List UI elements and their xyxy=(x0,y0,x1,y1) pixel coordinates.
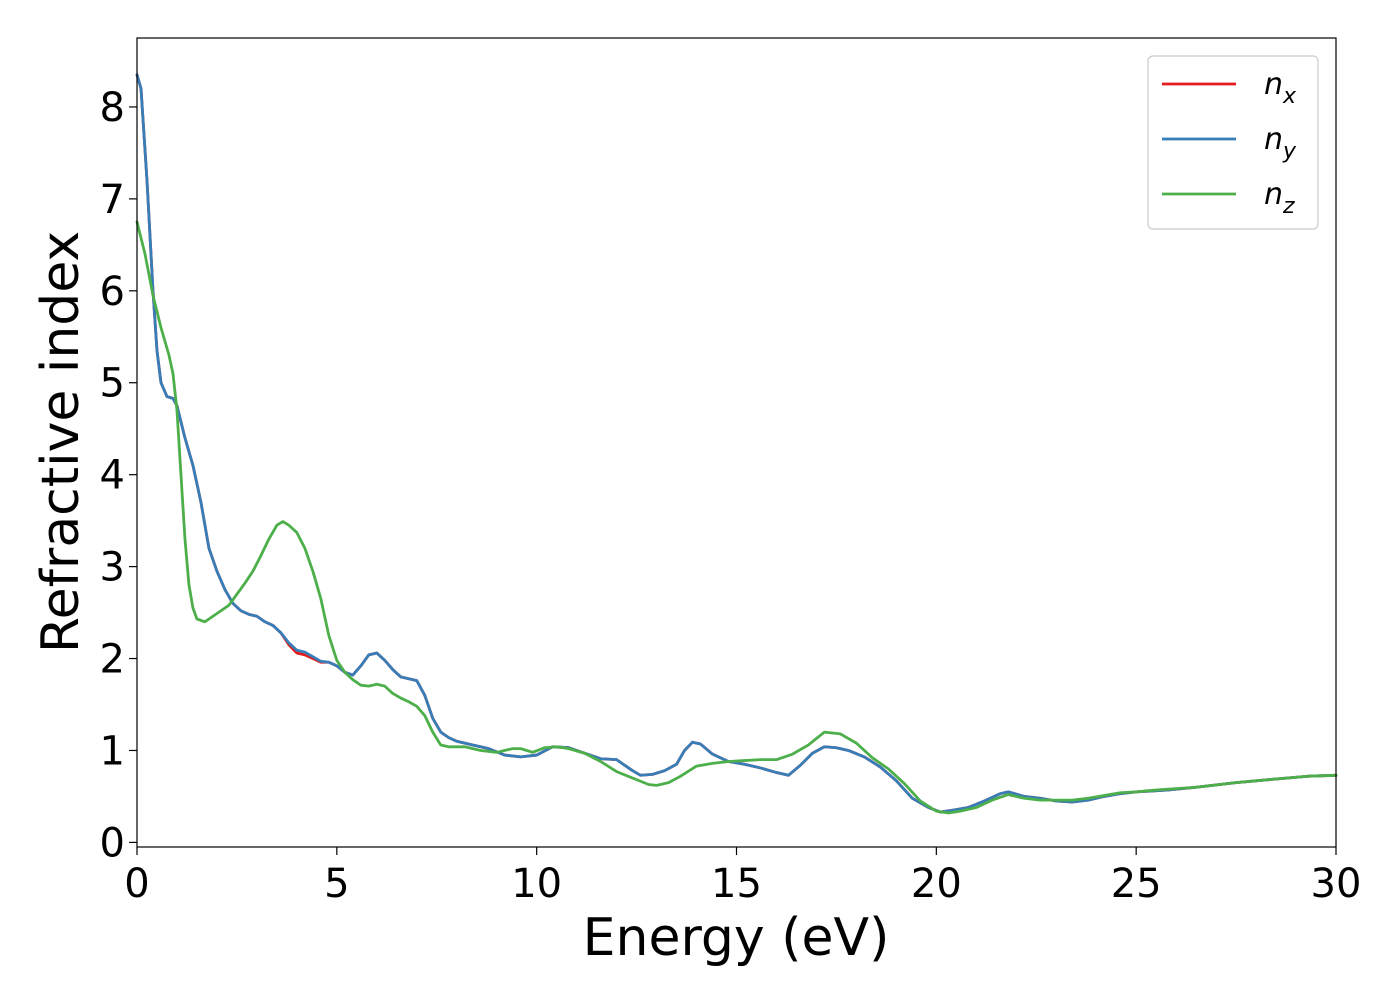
x-tick-label: 0 xyxy=(124,861,149,907)
legend: nx ny nz xyxy=(1147,55,1319,230)
legend-label-nz: nz xyxy=(1264,177,1295,219)
y-tick-label: 3 xyxy=(100,545,125,591)
x-tick-label: 5 xyxy=(324,861,349,907)
x-tick-label: 10 xyxy=(511,861,562,907)
y-tick-label: 0 xyxy=(100,820,125,866)
y-axis-ticks: 0 1 2 3 4 5 6 7 8 xyxy=(100,85,137,866)
x-axis-ticks: 0 5 10 15 20 25 30 xyxy=(124,847,1361,907)
x-tick-label: 20 xyxy=(911,861,962,907)
x-tick-label: 15 xyxy=(711,861,762,907)
y-axis-title: Refractive index xyxy=(31,231,91,653)
x-tick-label: 30 xyxy=(1311,861,1362,907)
plot-lines xyxy=(135,73,1338,815)
y-tick-label: 1 xyxy=(100,728,125,774)
y-tick-label: 4 xyxy=(100,453,125,499)
y-tick-label: 2 xyxy=(100,637,125,683)
y-tick-label: 8 xyxy=(100,85,125,131)
y-tick-label: 7 xyxy=(100,177,125,223)
legend-label-ny: ny xyxy=(1264,122,1297,164)
y-tick-label: 6 xyxy=(100,269,125,315)
legend-label-nx: nx xyxy=(1264,67,1297,109)
legend-box xyxy=(1147,55,1319,230)
y-tick-label: 5 xyxy=(100,361,125,407)
series-line-n-z xyxy=(135,220,1338,815)
x-axis-title: Energy (eV) xyxy=(583,908,890,968)
x-tick-label: 25 xyxy=(1111,861,1162,907)
